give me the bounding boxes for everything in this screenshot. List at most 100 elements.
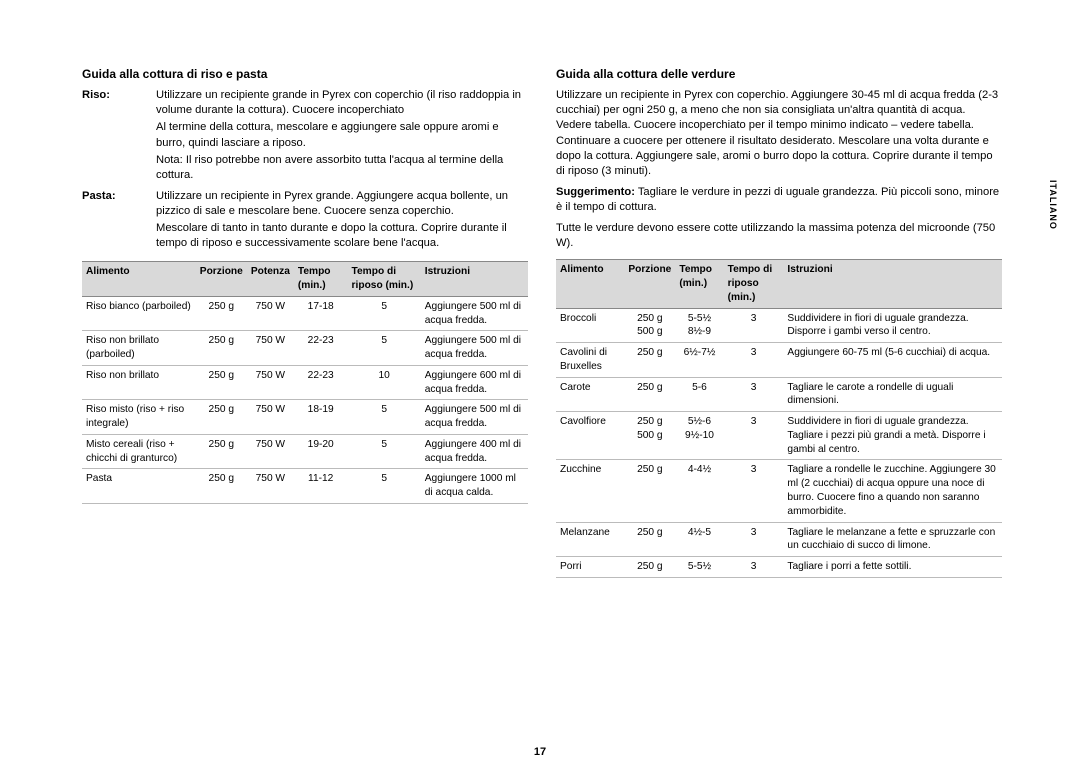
table-header: Alimento xyxy=(82,262,196,297)
table-cell: 22-23 xyxy=(294,331,348,366)
table-cell: 750 W xyxy=(247,296,294,331)
table-row: Riso bianco (parboiled)250 g750 W17-185A… xyxy=(82,296,528,331)
table-cell: Melanzane xyxy=(556,522,624,557)
table-cell: Zucchine xyxy=(556,460,624,522)
table-cell: 750 W xyxy=(247,469,294,504)
table-cell: Riso misto (riso + riso integrale) xyxy=(82,400,196,435)
table-row: Riso misto (riso + riso integrale)250 g7… xyxy=(82,400,528,435)
definition-label: Riso: xyxy=(82,88,156,185)
definition-row: Pasta:Utilizzare un recipiente in Pyrex … xyxy=(82,189,528,253)
table-cell: 750 W xyxy=(247,434,294,469)
table-cell: 250 g xyxy=(196,331,247,366)
table-cell: Cavolfiore xyxy=(556,412,624,460)
table-cell: 5 xyxy=(348,469,421,504)
table-cell: 250 g xyxy=(624,522,675,557)
table-cell: Tagliare le carote a rondelle di uguali … xyxy=(783,377,1002,412)
table-cell: 3 xyxy=(724,557,784,578)
table-cell: Aggiungere 500 ml di acqua fredda. xyxy=(421,296,528,331)
tip-label: Suggerimento: xyxy=(556,186,635,198)
rice-pasta-table: AlimentoPorzionePotenzaTempo (min.)Tempo… xyxy=(82,261,528,504)
table-cell: 17-18 xyxy=(294,296,348,331)
table-row: Broccoli250 g500 g5-5½8½-93Suddividere i… xyxy=(556,308,1002,343)
table-cell: 6½-7½ xyxy=(675,343,723,378)
table-row: Riso non brillato (parboiled)250 g750 W2… xyxy=(82,331,528,366)
table-cell: 5 xyxy=(348,296,421,331)
definition-paragraph: Al termine della cottura, mescolare e ag… xyxy=(156,120,528,150)
table-header: Alimento xyxy=(556,260,624,308)
table-cell: 250 g xyxy=(624,377,675,412)
table-row: Carote250 g5-63Tagliare le carote a rond… xyxy=(556,377,1002,412)
table-cell: 250 g xyxy=(196,469,247,504)
language-tab: ITALIANO xyxy=(1048,180,1058,230)
table-cell: 5 xyxy=(348,331,421,366)
page-number: 17 xyxy=(0,746,1080,758)
veg-table: AlimentoPorzioneTempo (min.)Tempo di rip… xyxy=(556,259,1002,578)
table-cell: Cavolini di Bruxelles xyxy=(556,343,624,378)
table-cell: 250 g500 g xyxy=(624,412,675,460)
table-row: Riso non brillato250 g750 W22-2310Aggiun… xyxy=(82,365,528,400)
table-cell: Riso non brillato xyxy=(82,365,196,400)
table-cell: 3 xyxy=(724,460,784,522)
table-cell: 4-4½ xyxy=(675,460,723,522)
table-cell: 11-12 xyxy=(294,469,348,504)
table-header: Tempo di riposo (min.) xyxy=(724,260,784,308)
definition-body: Utilizzare un recipiente in Pyrex grande… xyxy=(156,189,528,253)
table-cell: Tagliare a rondelle le zucchine. Aggiung… xyxy=(783,460,1002,522)
table-cell: Carote xyxy=(556,377,624,412)
table-header: Istruzioni xyxy=(783,260,1002,308)
table-row: Zucchine250 g4-4½3Tagliare a rondelle le… xyxy=(556,460,1002,522)
table-cell: Aggiungere 600 ml di acqua fredda. xyxy=(421,365,528,400)
definition-paragraph: Utilizzare un recipiente in Pyrex grande… xyxy=(156,189,528,219)
table-cell: 5-5½8½-9 xyxy=(675,308,723,343)
table-cell: Pasta xyxy=(82,469,196,504)
table-row: Cavolfiore250 g500 g5½-69½-103Suddivider… xyxy=(556,412,1002,460)
table-cell: 4½-5 xyxy=(675,522,723,557)
table-cell: 250 g500 g xyxy=(624,308,675,343)
left-title: Guida alla cottura di riso e pasta xyxy=(82,66,528,82)
table-row: Porri250 g5-5½3Tagliare i porri a fette … xyxy=(556,557,1002,578)
table-cell: Tagliare i porri a fette sottili. xyxy=(783,557,1002,578)
veg-note: Tutte le verdure devono essere cotte uti… xyxy=(556,221,1002,251)
table-header: Tempo di riposo (min.) xyxy=(348,262,421,297)
right-title: Guida alla cottura delle verdure xyxy=(556,66,1002,82)
definition-body: Utilizzare un recipiente grande in Pyrex… xyxy=(156,88,528,185)
table-header: Porzione xyxy=(624,260,675,308)
table-cell: Riso non brillato (parboiled) xyxy=(82,331,196,366)
table-header: Tempo (min.) xyxy=(675,260,723,308)
table-row: Melanzane250 g4½-53Tagliare le melanzane… xyxy=(556,522,1002,557)
table-cell: Aggiungere 500 ml di acqua fredda. xyxy=(421,400,528,435)
table-cell: Aggiungere 1000 ml di acqua calda. xyxy=(421,469,528,504)
table-cell: Tagliare le melanzane a fette e spruzzar… xyxy=(783,522,1002,557)
table-cell: 10 xyxy=(348,365,421,400)
definition-row: Riso:Utilizzare un recipiente grande in … xyxy=(82,88,528,185)
table-header: Istruzioni xyxy=(421,262,528,297)
table-row: Misto cereali (riso + chicchi di grantur… xyxy=(82,434,528,469)
table-header: Tempo (min.) xyxy=(294,262,348,297)
table-cell: 750 W xyxy=(247,400,294,435)
tip-row: Suggerimento: Tagliare le verdure in pez… xyxy=(556,185,1002,215)
table-cell: 5 xyxy=(348,434,421,469)
table-cell: 22-23 xyxy=(294,365,348,400)
table-cell: Suddividere in fiori di uguale grandezza… xyxy=(783,308,1002,343)
definition-paragraph: Nota: Il riso potrebbe non avere assorbi… xyxy=(156,153,528,183)
table-cell: 5 xyxy=(348,400,421,435)
table-cell: 250 g xyxy=(624,343,675,378)
table-cell: 18-19 xyxy=(294,400,348,435)
table-cell: 250 g xyxy=(196,296,247,331)
right-column: Guida alla cottura delle verdure Utilizz… xyxy=(556,66,1002,578)
table-cell: 250 g xyxy=(624,460,675,522)
table-cell: Aggiungere 500 ml di acqua fredda. xyxy=(421,331,528,366)
table-cell: 5-5½ xyxy=(675,557,723,578)
definition-paragraph: Mescolare di tanto in tanto durante e do… xyxy=(156,221,528,251)
table-cell: 250 g xyxy=(624,557,675,578)
table-cell: Suddividere in fiori di uguale grandezza… xyxy=(783,412,1002,460)
table-cell: Misto cereali (riso + chicchi di grantur… xyxy=(82,434,196,469)
table-cell: 3 xyxy=(724,343,784,378)
table-cell: 250 g xyxy=(196,400,247,435)
table-cell: 750 W xyxy=(247,331,294,366)
table-row: Pasta250 g750 W11-125Aggiungere 1000 ml … xyxy=(82,469,528,504)
definition-label: Pasta: xyxy=(82,189,156,253)
veg-intro: Utilizzare un recipiente in Pyrex con co… xyxy=(556,88,1002,179)
table-cell: 3 xyxy=(724,522,784,557)
table-cell: Porri xyxy=(556,557,624,578)
